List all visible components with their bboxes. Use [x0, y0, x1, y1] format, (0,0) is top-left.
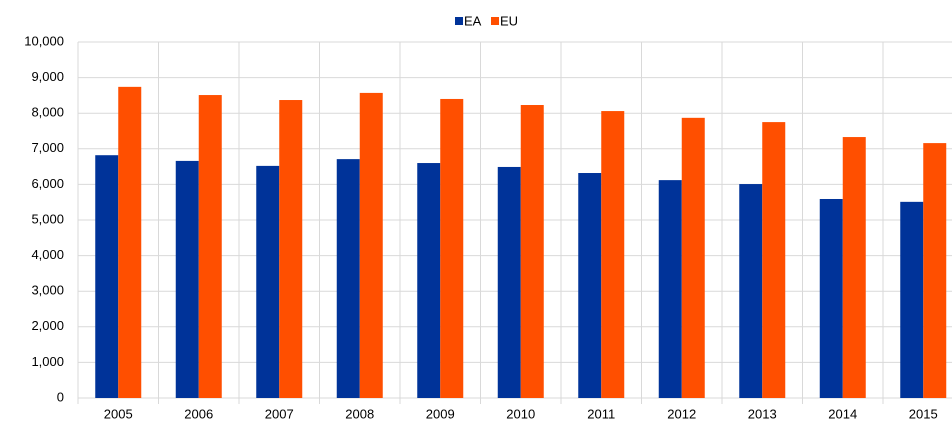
y-tick-label: 4,000 [31, 247, 64, 262]
bar [95, 155, 119, 398]
legend-swatch [491, 17, 499, 25]
x-tick-label: 2012 [667, 406, 696, 421]
x-tick-label: 2005 [104, 406, 133, 421]
bar [762, 122, 786, 398]
bar [681, 117, 705, 398]
x-tick-label: 2014 [828, 406, 857, 421]
bar [279, 100, 303, 398]
bar [739, 184, 763, 398]
y-tick-label: 1,000 [31, 354, 64, 369]
x-tick-label: 2010 [506, 406, 535, 421]
bar [842, 137, 866, 398]
bar [658, 180, 682, 398]
bar [440, 98, 464, 399]
bar [175, 160, 199, 398]
bar [118, 86, 142, 398]
x-tick-label: 2008 [345, 406, 374, 421]
y-tick-label: 2,000 [31, 318, 64, 333]
x-tick-label: 2015 [909, 406, 938, 421]
bar [497, 166, 521, 398]
x-tick-label: 2006 [184, 406, 213, 421]
bar [336, 159, 360, 398]
x-tick-label: 2013 [748, 406, 777, 421]
y-tick-label: 7,000 [31, 140, 64, 155]
x-tick-label: 2009 [426, 406, 455, 421]
legend-label: EA [464, 13, 482, 28]
legend-swatch [455, 17, 463, 25]
bar [520, 105, 544, 399]
y-tick-label: 6,000 [31, 176, 64, 191]
bar [578, 173, 602, 398]
x-tick-label: 2011 [587, 406, 615, 421]
y-tick-label: 3,000 [31, 283, 64, 298]
y-tick-label: 9,000 [31, 69, 64, 84]
bar [198, 95, 222, 398]
bar [359, 92, 383, 399]
y-tick-label: 8,000 [31, 105, 64, 120]
bar [900, 201, 924, 398]
legend-label: EU [500, 13, 518, 28]
bar [819, 198, 843, 398]
y-tick-label: 10,000 [24, 33, 64, 48]
bar [601, 111, 625, 399]
bar [256, 165, 280, 398]
y-tick-label: 5,000 [31, 211, 64, 226]
bar [923, 143, 947, 398]
bar [417, 163, 441, 398]
x-tick-label: 2007 [265, 406, 294, 421]
y-tick-label: 0 [57, 389, 64, 404]
